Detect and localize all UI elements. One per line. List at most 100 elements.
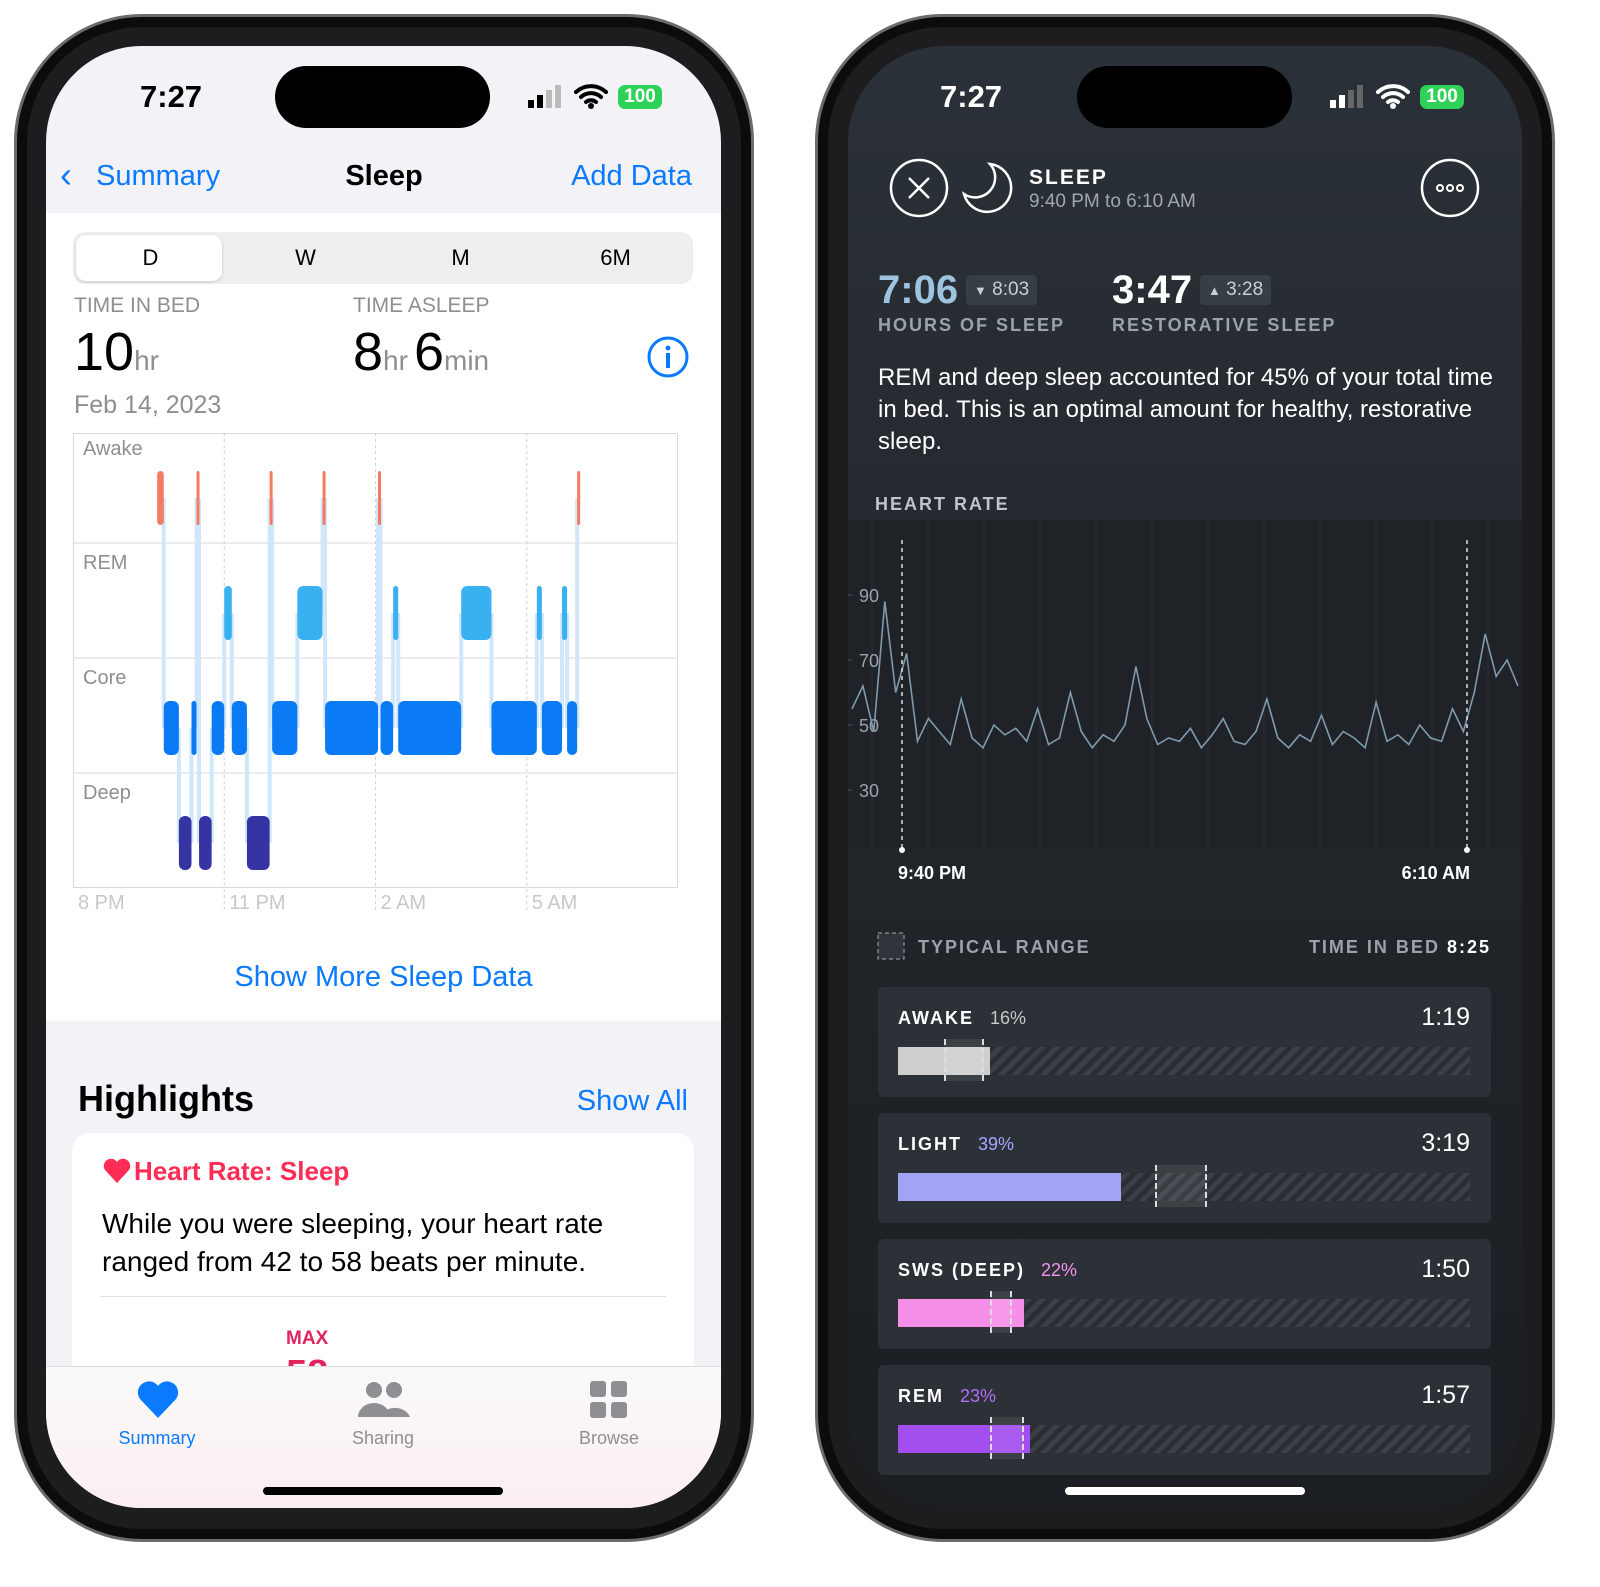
stage-segment xyxy=(199,816,212,870)
stage-connector xyxy=(565,613,570,728)
date: Feb 14, 2023 xyxy=(74,391,222,419)
metric-label: HOURS OF SLEEP xyxy=(878,315,1066,335)
time-marker-dot xyxy=(1464,847,1470,853)
home-indicator xyxy=(263,1487,503,1495)
stage-connector xyxy=(244,728,249,843)
time-marker-dot xyxy=(899,847,905,853)
show-all-button[interactable]: Show All xyxy=(576,1085,688,1117)
tab-icon xyxy=(590,1381,627,1418)
metric-value: 7:06 xyxy=(878,268,959,312)
row-label: Deep xyxy=(83,782,131,804)
stage-track xyxy=(898,1039,1470,1081)
segment-selected xyxy=(76,235,222,281)
tab[interactable]: Summary xyxy=(118,1428,196,1448)
info-button[interactable] xyxy=(646,335,690,379)
segment[interactable]: M xyxy=(451,245,470,270)
y-tick-label: 70 xyxy=(859,651,879,671)
chart-title: HEART RATE xyxy=(875,494,1010,514)
legend-label: TYPICAL RANGE xyxy=(918,937,1091,957)
stage-percent: 39% xyxy=(978,1134,1015,1154)
stage-connector xyxy=(320,498,325,613)
signal-icon xyxy=(528,85,561,108)
row-label: Awake xyxy=(83,438,143,460)
segment[interactable]: D xyxy=(142,245,159,270)
heart-rate-chart: 30 50 70 90 9:40 PM 6:10 AM xyxy=(848,520,1522,883)
stage-connector xyxy=(209,728,214,843)
y-tick-label: 50 xyxy=(859,716,879,736)
stage-connector xyxy=(229,613,234,728)
stage-connector xyxy=(295,613,300,728)
tab[interactable]: Browse xyxy=(578,1428,640,1448)
heart-rate-line xyxy=(851,601,1519,750)
stage-segment xyxy=(393,586,399,640)
header-title: SLEEP xyxy=(1029,166,1108,189)
segment[interactable]: W xyxy=(295,245,316,270)
stage-connector xyxy=(222,613,227,728)
stage-segment xyxy=(269,471,273,525)
signal-icon xyxy=(1330,85,1363,108)
stage-duration: 1:19 xyxy=(1421,1003,1470,1031)
back-chevron[interactable]: ‹ xyxy=(60,154,72,195)
segment[interactable]: 6M xyxy=(600,245,631,270)
dynamic-island xyxy=(1077,66,1292,128)
stat-value: 8hr 6min xyxy=(353,325,489,379)
stage-connector xyxy=(489,613,494,728)
tab[interactable]: Sharing xyxy=(351,1428,415,1448)
card-title: Heart Rate: Sleep xyxy=(134,1156,350,1186)
stage-connector xyxy=(176,728,181,843)
stage-card: LIGHT 39% 3:19 xyxy=(878,1113,1491,1223)
stage-segment xyxy=(461,586,492,640)
stage-duration: 3:19 xyxy=(1421,1129,1470,1157)
stat-unit: hr xyxy=(383,345,408,376)
typical-range xyxy=(943,1039,984,1081)
stage-connector xyxy=(189,728,194,843)
stage-connector xyxy=(575,498,580,728)
tab-icon xyxy=(358,1382,410,1417)
change-arrow: ▲ xyxy=(1208,283,1221,298)
stage-percent: 23% xyxy=(960,1386,997,1406)
stage-segment xyxy=(297,586,323,640)
section-title: Highlights xyxy=(78,1078,254,1119)
time-label: 6:10 AM xyxy=(1402,863,1470,883)
stage-connector xyxy=(378,498,383,728)
stage-segment xyxy=(163,701,179,755)
time-in-bed-label: TIME IN BED xyxy=(1308,937,1440,957)
divider xyxy=(100,1296,666,1297)
close-button[interactable] xyxy=(889,158,949,218)
stage-name: REM xyxy=(898,1386,944,1406)
metric-label: RESTORATIVE SLEEP xyxy=(1112,315,1337,335)
stage-segment xyxy=(178,816,192,870)
tab-bar: Summary Sharing Browse xyxy=(46,1366,721,1508)
wifi-icon xyxy=(574,84,608,109)
add-data-button[interactable]: Add Data xyxy=(571,160,692,192)
stage-bar xyxy=(898,1299,1024,1327)
stat-number: 6 xyxy=(413,322,444,382)
stage-segment xyxy=(325,701,379,755)
battery: 100 xyxy=(618,85,662,109)
nav-title: Sleep xyxy=(345,160,423,192)
stage-segment xyxy=(398,701,462,755)
show-more-button[interactable]: Show More Sleep Data xyxy=(234,961,533,993)
stage-segment xyxy=(567,701,578,755)
stat-value: 10hr xyxy=(74,325,159,379)
change-value: 3:28 xyxy=(1226,279,1264,300)
row-label: REM xyxy=(83,552,127,574)
stage-percent: 16% xyxy=(990,1008,1027,1028)
more-button[interactable] xyxy=(1420,158,1480,218)
stage-name: LIGHT xyxy=(898,1134,962,1154)
header-subtitle: 9:40 PM to 6:10 AM xyxy=(1029,191,1196,212)
back-button[interactable]: Summary xyxy=(96,160,221,192)
stage-segment xyxy=(211,701,225,755)
screen: 7:27 100 ‹ Summary Sleep Add Data D W M … xyxy=(46,46,721,1508)
stage-segment xyxy=(491,701,537,755)
stage-segment xyxy=(246,816,270,870)
stage-name: AWAKE xyxy=(898,1008,975,1028)
typical-range xyxy=(989,1417,1024,1459)
stage-connector xyxy=(391,613,396,728)
stage-segment xyxy=(378,471,382,525)
x-tick-label: 11 PM xyxy=(229,892,285,914)
metric-change: ▼ 8:03 xyxy=(966,275,1038,305)
stage-track xyxy=(898,1291,1470,1333)
x-tick-label: 8 PM xyxy=(78,892,125,914)
stage-connector xyxy=(376,498,381,728)
